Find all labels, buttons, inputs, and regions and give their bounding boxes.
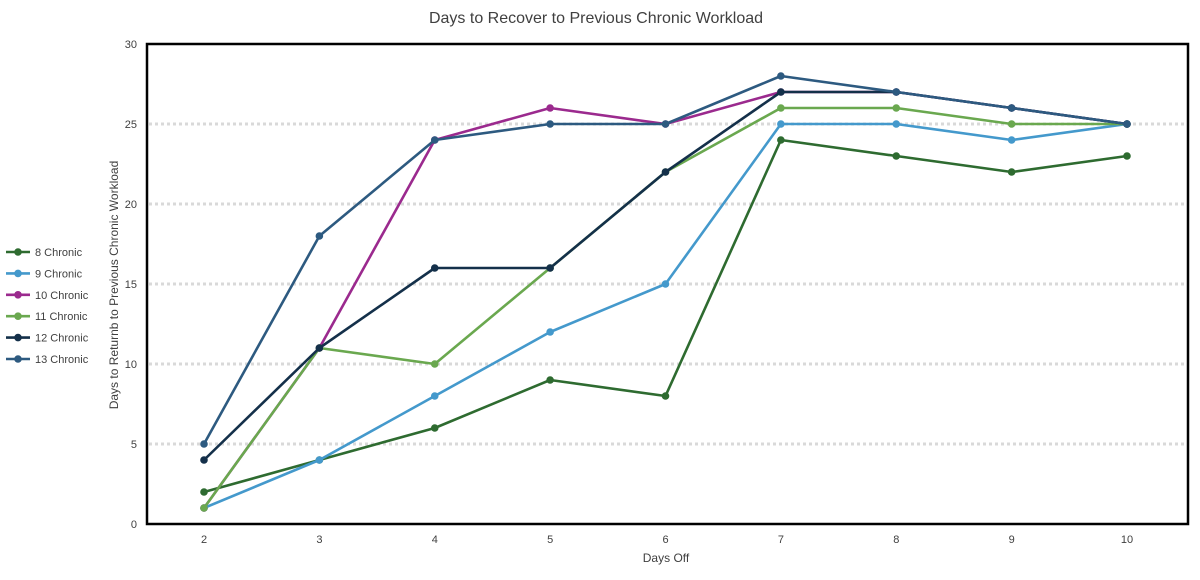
- legend-label: 9 Chronic: [35, 268, 83, 280]
- data-point: [661, 120, 670, 128]
- data-point: [430, 424, 439, 432]
- x-tick-label: 2: [201, 534, 207, 546]
- data-point: [315, 232, 324, 240]
- legend-label: 13 Chronic: [35, 354, 89, 366]
- x-tick-label: 10: [1121, 534, 1133, 546]
- series-12-chronic: [200, 88, 1131, 464]
- legend-label: 12 Chronic: [35, 333, 89, 345]
- legend-label: 8 Chronic: [35, 247, 83, 259]
- data-point: [1007, 120, 1016, 128]
- data-point: [430, 136, 439, 144]
- data-point: [200, 488, 208, 496]
- data-point: [777, 136, 785, 144]
- series-13-chronic: [200, 72, 1131, 448]
- chart-title: Days to Recover to Previous Chronic Work…: [429, 10, 763, 27]
- legend-item: 9 Chronic: [6, 268, 83, 280]
- series-group: [200, 72, 1131, 512]
- legend-label: 10 Chronic: [35, 290, 89, 302]
- data-point: [430, 360, 439, 368]
- legend-item: 12 Chronic: [6, 333, 89, 345]
- series-line: [202, 90, 1129, 510]
- data-point: [661, 280, 670, 288]
- data-point: [1007, 104, 1016, 112]
- data-point: [1007, 136, 1016, 144]
- data-point: [200, 504, 208, 512]
- data-point: [1123, 152, 1131, 160]
- data-point: [546, 264, 554, 272]
- x-tick-label: 6: [662, 534, 668, 546]
- y-tick-label: 0: [131, 519, 137, 531]
- y-axis-label: Days to Returnb to Previous Chronic Work…: [107, 161, 121, 410]
- y-tick-label: 10: [125, 359, 137, 371]
- data-point: [892, 120, 901, 128]
- y-tick-label: 25: [125, 119, 137, 131]
- legend-item: 13 Chronic: [6, 354, 89, 366]
- data-point: [892, 88, 901, 96]
- series-line: [202, 90, 1129, 462]
- data-point: [777, 120, 785, 128]
- data-point: [661, 392, 670, 400]
- series-11-chronic: [200, 104, 1131, 512]
- data-point: [200, 440, 208, 448]
- data-point: [777, 72, 785, 80]
- data-point: [546, 328, 554, 336]
- x-tick-label: 8: [893, 534, 899, 546]
- data-point: [892, 104, 901, 112]
- legend: 8 Chronic 9 Chronic 10 Chronic 11 Chronic 12…: [6, 247, 89, 366]
- data-point: [777, 104, 785, 112]
- data-point: [200, 456, 208, 464]
- x-axis-ticks: 2 3 4 5 6 7 8 9 10: [201, 534, 1133, 546]
- x-tick-label: 7: [778, 534, 784, 546]
- x-axis-label: Days Off: [643, 551, 690, 565]
- data-point: [892, 152, 901, 160]
- legend-swatch-marker: [14, 248, 22, 256]
- legend-item: 10 Chronic: [6, 290, 89, 302]
- data-point: [430, 264, 439, 272]
- legend-swatch-marker: [14, 355, 22, 363]
- y-tick-label: 20: [125, 199, 137, 211]
- legend-swatch-marker: [14, 269, 22, 278]
- data-point: [315, 456, 324, 464]
- y-tick-label: 15: [125, 279, 137, 291]
- legend-item: 8 Chronic: [6, 247, 83, 259]
- legend-swatch-marker: [14, 312, 22, 321]
- data-point: [546, 376, 554, 384]
- legend-label: 11 Chronic: [35, 311, 88, 323]
- plot-area-border: [145, 42, 1190, 526]
- y-tick-label: 5: [131, 439, 137, 451]
- data-point: [315, 344, 324, 352]
- x-tick-label: 3: [316, 534, 322, 546]
- data-point: [1123, 120, 1131, 128]
- x-tick-label: 5: [547, 534, 553, 546]
- y-tick-label: 30: [125, 39, 137, 51]
- legend-swatch-marker: [14, 333, 22, 342]
- legend-swatch-marker: [14, 291, 22, 299]
- y-axis-ticks: 0 5 10 15 20 25 30: [125, 39, 137, 531]
- data-point: [661, 168, 670, 176]
- data-point: [777, 88, 785, 96]
- data-point: [546, 104, 554, 112]
- data-point: [430, 392, 439, 400]
- x-tick-label: 9: [1009, 534, 1015, 546]
- series-line: [202, 122, 1129, 510]
- series-line: [202, 138, 1129, 494]
- data-point: [546, 120, 554, 128]
- series-8-chronic: [200, 136, 1131, 496]
- x-tick-label: 4: [432, 534, 438, 546]
- legend-item: 11 Chronic: [6, 311, 88, 323]
- data-point: [1007, 168, 1016, 176]
- series-line: [202, 74, 1129, 446]
